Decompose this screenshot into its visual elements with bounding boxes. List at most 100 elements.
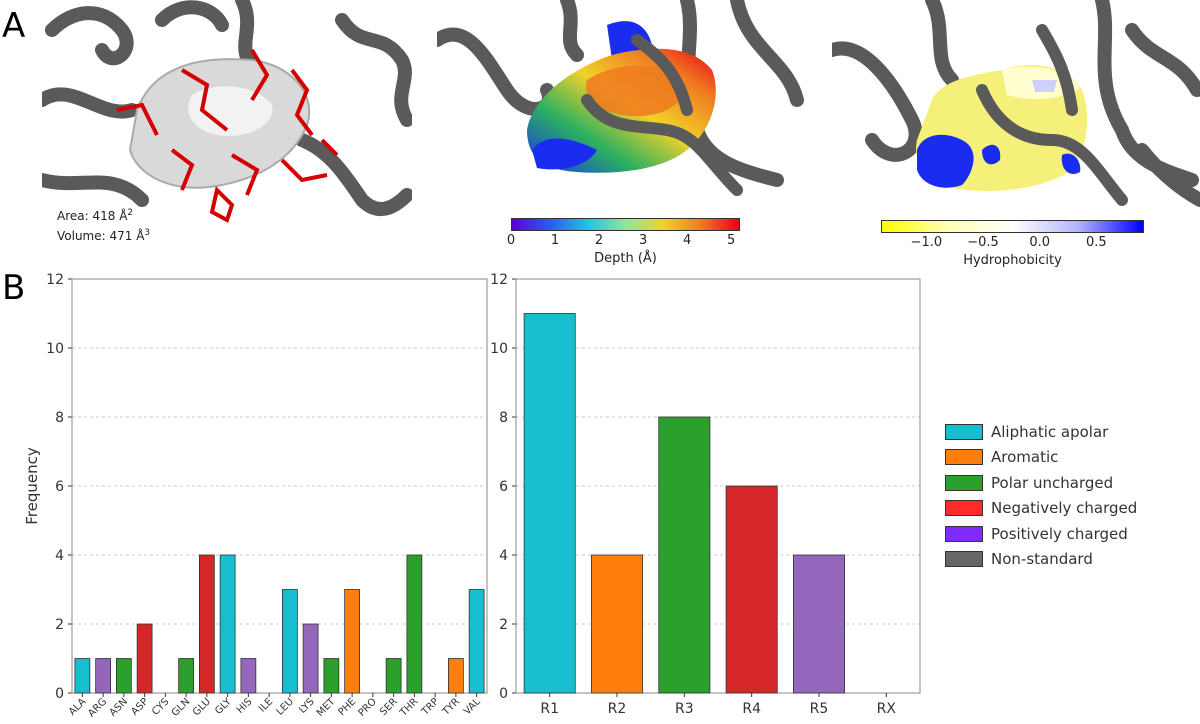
x-tick-label: THR	[397, 696, 420, 719]
bar-lys	[302, 623, 319, 694]
legend-item: Aliphatic apolar	[945, 419, 1137, 445]
x-tick-label: LYS	[297, 696, 317, 716]
x-tick-label: ARG	[86, 696, 109, 719]
bar-met	[323, 658, 340, 694]
y-tick-label: 12	[490, 272, 508, 288]
plot-frame	[71, 278, 488, 694]
panel-label-b: B	[2, 268, 26, 308]
y-tick-label: 0	[55, 686, 64, 702]
x-tick-label: ILE	[257, 696, 275, 714]
depth-colorbar-tick: 5	[727, 233, 736, 248]
y-tick-label: 4	[499, 548, 508, 564]
y-tick-label: 2	[55, 617, 64, 633]
x-tick-label: MET	[315, 696, 338, 719]
area-label: Area: 418 Å	[57, 209, 128, 223]
legend-item: Non-standard	[945, 547, 1137, 573]
depth-colorbar-tick: 0	[506, 233, 516, 248]
y-tick-label: 8	[55, 410, 64, 426]
legend-item: Aromatic	[945, 445, 1137, 471]
hydrophobicity-colorbar-tick: 0.5	[1086, 235, 1107, 250]
legend-label: Positively charged	[991, 524, 1128, 543]
y-tick-label: 8	[499, 410, 508, 426]
x-tick-label: R5	[810, 701, 829, 717]
x-tick-label: HIS	[235, 696, 255, 716]
x-tick-label: GLU	[191, 696, 213, 718]
x-tick-label: GLN	[170, 696, 192, 718]
bar-r5	[793, 554, 845, 694]
plot-frame	[515, 278, 921, 694]
area-exponent: 2	[127, 208, 134, 218]
legend-label: Negatively charged	[991, 499, 1138, 518]
x-tick-label: R1	[540, 701, 559, 717]
depth-colorbar-title: Depth (Å)	[594, 251, 657, 266]
bar-arg	[95, 658, 111, 694]
hydrophobicity-colorbar-tick: −1.0	[910, 235, 943, 250]
hydrophobicity-colorbar-tick: 0.0	[1029, 235, 1051, 250]
y-tick-label: 10	[46, 341, 64, 357]
bar-thr	[406, 554, 423, 694]
legend-swatch	[945, 449, 983, 466]
bar-r1	[523, 313, 576, 694]
y-tick-label: 4	[55, 548, 64, 564]
depth-surface-image	[437, 0, 804, 196]
volume-exponent: 3	[144, 228, 151, 238]
legend-item: Negatively charged	[945, 496, 1137, 522]
x-tick-label: TYR	[440, 696, 462, 718]
legend-swatch	[945, 500, 983, 517]
depth-colorbar-tick: 2	[594, 233, 604, 248]
x-tick-label: SER	[378, 696, 400, 718]
x-tick-label: R4	[742, 701, 761, 717]
pocket-area-text: Area: 418 Å2	[57, 208, 133, 223]
hydrophobicity-colorbar-title: Hydrophobicity	[963, 253, 1062, 268]
volume-label: Volume: 471 Å	[57, 229, 145, 243]
hydrophobicity-colorbar	[881, 220, 1144, 233]
panel-label-a: A	[2, 6, 26, 46]
bar-gly	[219, 554, 236, 694]
legend: Aliphatic apolar Aromatic Polar uncharged N…	[945, 419, 1137, 572]
x-tick-label: CYS	[150, 696, 171, 717]
x-tick-label: R3	[675, 701, 694, 717]
legend-item: Polar uncharged	[945, 470, 1137, 496]
depth-colorbar-tick: 4	[683, 233, 692, 248]
x-tick-label: ALA	[67, 696, 89, 718]
bar-asp	[136, 623, 153, 694]
x-tick-label: PHE	[336, 696, 358, 718]
x-tick-label: ASP	[129, 696, 150, 717]
y-tick-label: 12	[46, 272, 64, 288]
residue-class-frequency-chart: 0 2 4 6 8 10 12 R1 R2 R3 R4 R5 RX	[490, 272, 921, 717]
y-tick-label: 2	[499, 617, 508, 633]
bar-ser	[385, 658, 402, 694]
y-axis-label: Frequency	[23, 447, 41, 525]
pocket-volume-text: Volume: 471 Å3	[57, 228, 150, 243]
depth-colorbar	[511, 218, 740, 231]
legend-swatch	[945, 423, 983, 440]
legend-swatch	[945, 551, 983, 568]
x-tick-label: PRO	[356, 696, 379, 719]
x-tick-label: RX	[877, 701, 897, 717]
legend-swatch	[945, 525, 983, 542]
y-tick-label: 6	[55, 479, 64, 495]
x-tick-label: ASN	[108, 696, 130, 718]
legend-item: Positively charged	[945, 521, 1137, 547]
bar-r4	[725, 485, 778, 694]
bar-tyr	[448, 658, 464, 694]
x-tick-label: R2	[608, 701, 627, 717]
y-tick-label: 6	[499, 479, 508, 495]
bar-r3	[658, 416, 711, 694]
y-tick-label: 10	[490, 341, 508, 357]
x-tick-label: VAL	[462, 696, 483, 717]
legend-label: Aliphatic apolar	[991, 422, 1109, 441]
legend-label: Polar uncharged	[991, 473, 1114, 492]
bar-ala	[74, 658, 91, 694]
x-tick-label: GLY	[213, 696, 234, 717]
x-tick-label: TRP	[419, 696, 441, 718]
bar-leu	[282, 589, 298, 694]
legend-label: Aromatic	[991, 448, 1059, 467]
hydrophobicity-colorbar-tick: −0.5	[967, 235, 999, 250]
legend-label: Non-standard	[991, 550, 1093, 569]
depth-colorbar-tick: 1	[550, 233, 560, 248]
bar-asn	[116, 658, 132, 694]
y-tick-label: 0	[499, 686, 508, 702]
x-tick-label: LEU	[275, 696, 296, 717]
